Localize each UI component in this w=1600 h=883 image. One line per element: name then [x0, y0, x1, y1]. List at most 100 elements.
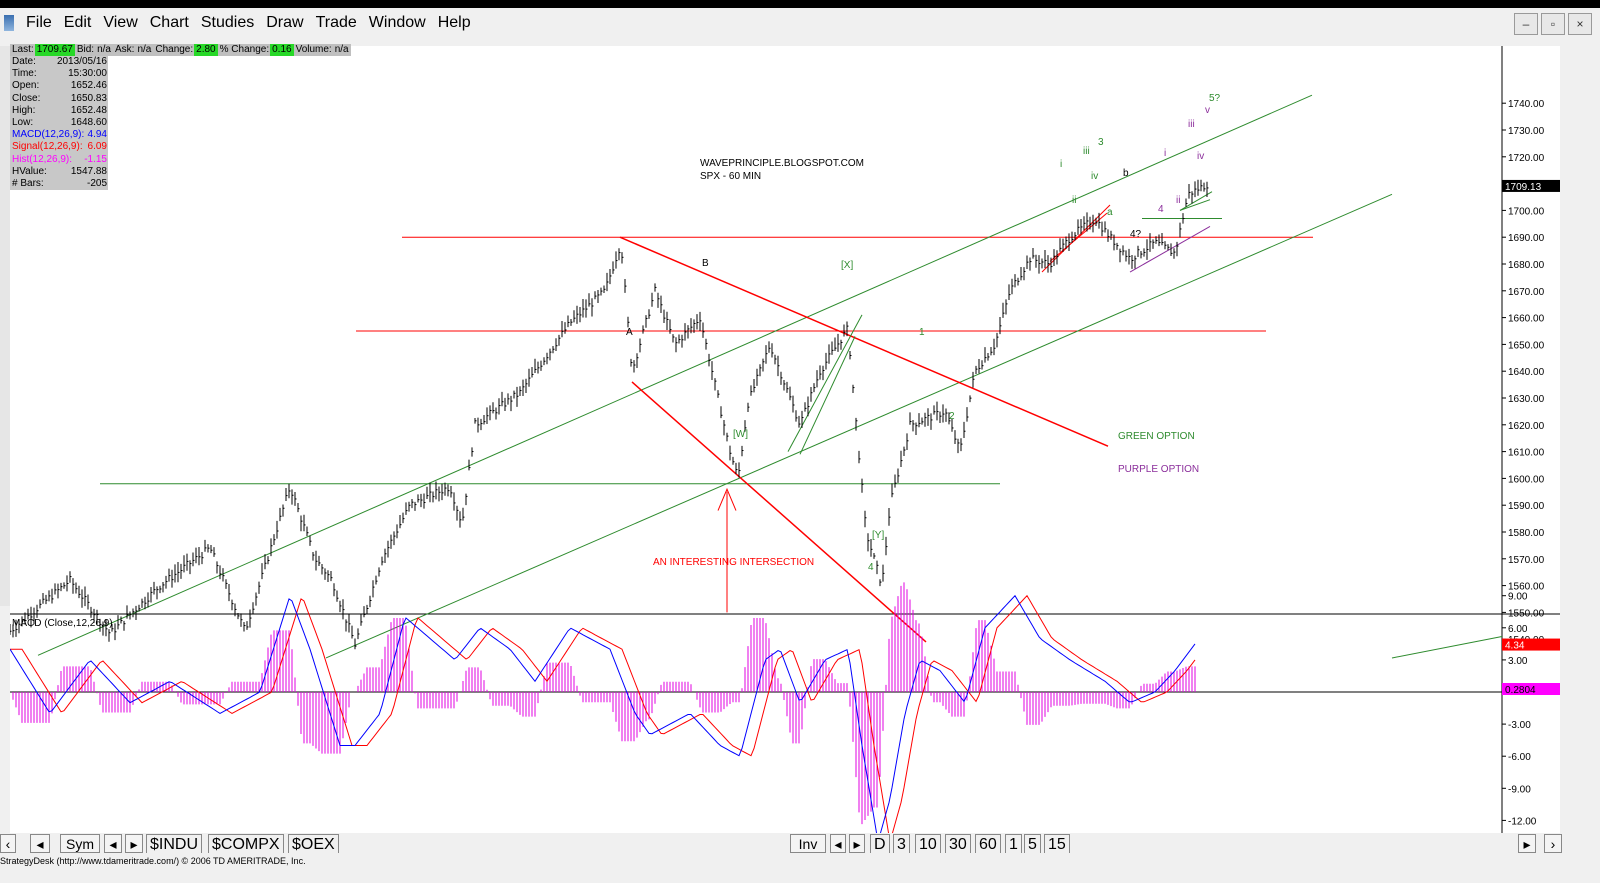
channel-upper-line: [37, 94, 1313, 656]
symbol-tab-indu[interactable]: $INDU: [146, 834, 203, 853]
chevron-left-icon[interactable]: ‹: [0, 834, 16, 853]
wave-label: v: [1205, 105, 1210, 116]
quote-value: 0.16: [270, 44, 294, 56]
price-axis-label: 1720.00: [1508, 153, 1545, 164]
databox-row: # Bars: -205: [10, 178, 108, 190]
menu-help[interactable]: Help: [437, 14, 471, 31]
prev-interval-button[interactable]: ◂: [830, 834, 846, 853]
macd-axis-label: -9.00: [1508, 784, 1531, 795]
macd-title: MACD (Close,12,26,9): [12, 618, 113, 629]
menu-studies[interactable]: Studies: [200, 14, 255, 31]
databox-value: 1652.46: [70, 80, 107, 92]
price-chart: 1740.001730.001720.001710.001700.001690.…: [9, 46, 1560, 862]
price-axis-label: 1590.00: [1508, 501, 1545, 512]
databox-row: Date: 2013/05/16: [10, 56, 108, 68]
price-axis-label: 1560.00: [1508, 582, 1545, 593]
scroll-left-button[interactable]: ◂: [30, 834, 50, 853]
chevron-right-icon[interactable]: ›: [1544, 834, 1562, 853]
interval-tab-60[interactable]: 60: [975, 834, 1001, 853]
interval-tab-10[interactable]: 10: [915, 834, 941, 853]
price-axis-label: 1650.00: [1508, 340, 1545, 351]
macd-value-marker: [1502, 638, 1560, 651]
menu-edit[interactable]: Edit: [63, 14, 92, 31]
app-icon: [4, 15, 14, 31]
symbol-tab-compx[interactable]: $COMPX: [208, 834, 284, 853]
menu-file[interactable]: File: [26, 14, 52, 31]
databox-row: High: 1652.48: [10, 105, 108, 117]
databox-row: Signal(12,26,9): 6.09: [10, 141, 108, 153]
macd-hist-label: 0.2804: [1505, 685, 1536, 696]
databox-row: Close: 1650.83: [10, 93, 108, 105]
macd-hist-marker: [1502, 683, 1560, 696]
price-axis-label: 1660.00: [1508, 314, 1545, 325]
annotation-source: WAVEPRINCIPLE.BLOGSPOT.COM: [700, 158, 864, 169]
wave-label: iv: [1197, 151, 1204, 162]
price-axis-label: 1700.00: [1508, 206, 1545, 217]
databox-label: Close:: [12, 92, 41, 104]
price-axis-label: 1740.00: [1508, 99, 1545, 110]
drawing-toolbar: [0, 46, 10, 606]
interval-tab-d[interactable]: D: [870, 834, 890, 853]
annotation-purple-option: PURPLE OPTION: [1118, 464, 1199, 475]
chart-area[interactable]: 1740.001730.001720.001710.001700.001690.…: [9, 46, 1560, 862]
wedge-line-2: [799, 336, 856, 455]
wave-label: b: [1123, 168, 1129, 179]
price-axis-label: 1690.00: [1508, 233, 1545, 244]
quote-value: 2.80: [194, 44, 218, 56]
databox-label: High:: [12, 104, 36, 116]
macd-axis-label: -6.00: [1508, 752, 1531, 763]
minimize-button[interactable]: –: [1514, 13, 1538, 35]
red-wedge-line-2: [1049, 212, 1108, 262]
databox-label: Signal(12,26,9):: [12, 141, 83, 153]
menu-draw[interactable]: Draw: [266, 14, 304, 31]
wave-label: A: [626, 327, 633, 338]
quote-label: Last:: [12, 44, 34, 55]
close-button[interactable]: ×: [1568, 13, 1592, 35]
wave-label: [W]: [733, 429, 748, 440]
scroll-right-button[interactable]: ▸: [1518, 834, 1536, 853]
wave-label: 3: [1098, 137, 1104, 148]
wave-label: [Y]: [872, 530, 884, 541]
quote-label: Ask:: [114, 44, 135, 55]
symbol-tab-oex[interactable]: $OEX: [288, 834, 339, 853]
wave-label: 2: [949, 411, 955, 422]
price-axis-label: 1670.00: [1508, 287, 1545, 298]
red-wedge-line-1: [1041, 204, 1111, 273]
interval-tab-3[interactable]: 3: [893, 834, 910, 853]
wave-label: 4: [868, 562, 874, 573]
menu-chart[interactable]: Chart: [149, 14, 189, 31]
price-axis-label: 1570.00: [1508, 555, 1545, 566]
annotation-subtitle: SPX - 60 MIN: [700, 171, 761, 182]
wedge-line-1: [787, 314, 863, 452]
menu-bar: File Edit View Chart Studies Draw Trade …: [0, 8, 1600, 38]
macd-line: [9, 594, 1196, 837]
inv-button[interactable]: Inv: [790, 834, 826, 853]
databox-value: 1547.88: [70, 165, 107, 177]
restore-button[interactable]: ▫: [1541, 13, 1565, 35]
databox-label: Open:: [12, 80, 40, 92]
bottom-toolbar: ‹ ◂ Sym ◂ ▸ $INDU $COMPX $OEX Inv ◂ ▸ D …: [0, 833, 1600, 855]
interval-tab-5[interactable]: 5: [1024, 834, 1041, 853]
next-interval-button[interactable]: ▸: [849, 834, 865, 853]
menu-view[interactable]: View: [103, 14, 138, 31]
databox-value: 6.09: [87, 141, 107, 153]
databox-row: HValue: 1547.88: [10, 166, 108, 178]
next-symbol-button[interactable]: ▸: [125, 834, 143, 853]
sym-button[interactable]: Sym: [60, 834, 100, 853]
prev-symbol-button[interactable]: ◂: [104, 834, 122, 853]
interval-tab-15[interactable]: 15: [1044, 834, 1070, 853]
interval-tab-30[interactable]: 30: [945, 834, 971, 853]
wave-label: iv: [1091, 171, 1098, 182]
interval-tab-1[interactable]: 1: [1005, 834, 1022, 853]
wave-label: i: [1060, 159, 1062, 170]
databox-value: 15:30:00: [68, 68, 107, 80]
wave-label: iii: [1188, 119, 1195, 130]
databox-value: 2013/05/16: [56, 56, 107, 67]
quote-label: Volume:: [295, 44, 332, 55]
price-axis-label: 1680.00: [1508, 260, 1545, 271]
databox-row: Low: 1648.60: [10, 117, 108, 129]
menu-trade[interactable]: Trade: [315, 14, 357, 31]
menu-window[interactable]: Window: [368, 14, 426, 31]
data-box: Date: 2013/05/16 Time: 15:30:00 Open: 1652.46…: [10, 56, 108, 191]
databox-value: -205: [86, 178, 107, 190]
